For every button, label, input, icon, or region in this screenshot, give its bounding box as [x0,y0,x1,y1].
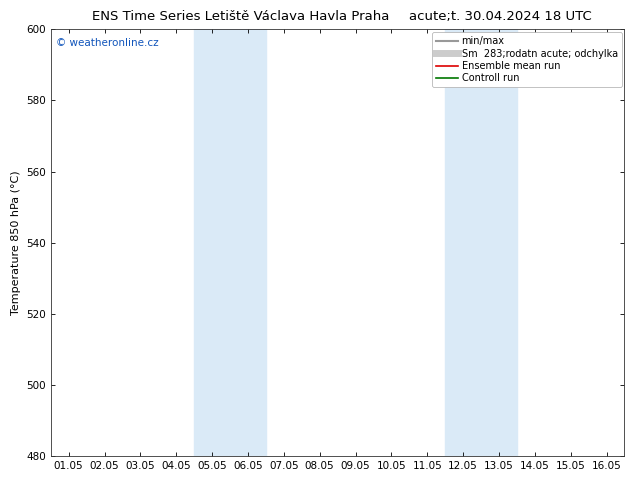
Legend: min/max, Sm  283;rodatn acute; odchylka, Ensemble mean run, Controll run: min/max, Sm 283;rodatn acute; odchylka, … [432,32,621,87]
Text: © weatheronline.cz: © weatheronline.cz [56,38,159,48]
Text: acute;t. 30.04.2024 18 UTC: acute;t. 30.04.2024 18 UTC [410,10,592,23]
Bar [445,29,517,456]
Bar [194,29,266,456]
Text: ENS Time Series Letiště Václava Havla Praha: ENS Time Series Letiště Václava Havla Pr… [92,10,390,23]
Y-axis label: Temperature 850 hPa (°C): Temperature 850 hPa (°C) [11,170,20,315]
